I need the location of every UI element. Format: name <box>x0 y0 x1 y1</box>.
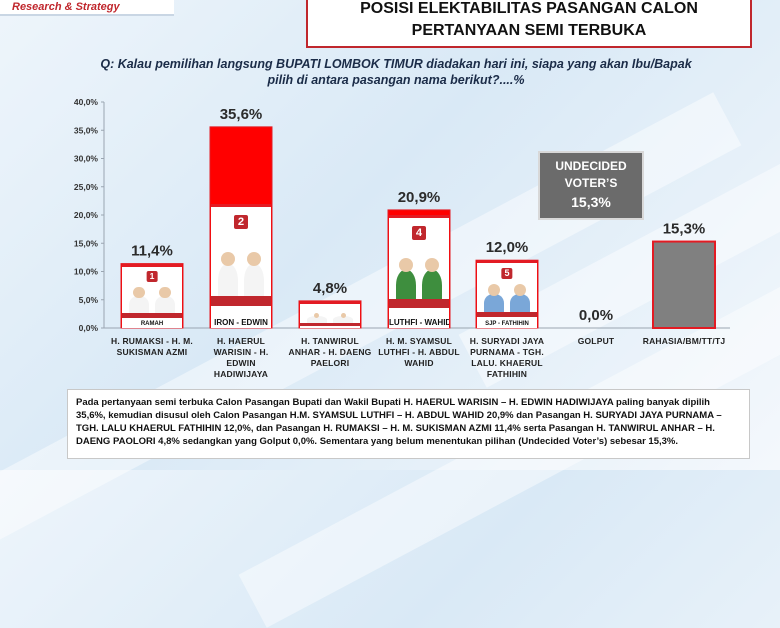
y-tick-label: 35,0% <box>74 125 99 135</box>
candidate-figure <box>483 294 504 315</box>
summary-text: Pada pertanyaan semi terbuka Calon Pasan… <box>67 389 750 459</box>
photo-name-band <box>122 312 182 319</box>
photo-caption: RAMAH <box>140 320 164 327</box>
candidate-number-badge: 5 <box>501 267 513 279</box>
y-tick-label: 25,0% <box>74 182 99 192</box>
candidate-head <box>220 252 235 267</box>
candidate-head <box>487 284 500 297</box>
candidate-photo-3 <box>300 300 360 328</box>
undecided-value: 15,3% <box>571 194 611 210</box>
value-label-1: 11,4% <box>131 243 173 260</box>
y-tick-label: 10,0% <box>74 267 99 277</box>
category-label-4: H. M. SYAMSUL LUTHFI - H. ABDUL WAHID <box>378 336 460 368</box>
candidate-head <box>398 257 413 272</box>
candidate-figure <box>244 264 265 302</box>
candidate-head <box>340 313 346 319</box>
category-label-1: H. RUMAKSI - H. M. SUKISMAN AZMI <box>111 336 193 357</box>
y-tick-label: 20,0% <box>74 210 99 220</box>
photo-caption: LUTHFI - WAHID <box>389 318 449 327</box>
value-label-5: 12,0% <box>486 239 529 256</box>
candidate-figure <box>422 269 443 304</box>
value-label-6: 0,0% <box>579 307 613 324</box>
title-line-1: POSISI ELEKTABILITAS PASANGAN CALON <box>360 0 698 17</box>
y-tick-label: 40,0% <box>74 97 99 107</box>
category-label-5: H. SURYADI JAYA PURNAMA - TGH. LALU. KHA… <box>469 336 545 379</box>
photo-caption: IRON - EDWIN <box>214 318 268 327</box>
photo-name-band <box>477 312 537 318</box>
undecided-line-1: UNDECIDED <box>555 159 627 173</box>
value-label-2: 35,6% <box>220 106 263 123</box>
category-label-2: H. HAERUL WARISIN - H. EDWIN HADIWIJAYA <box>213 336 269 379</box>
candidate-head <box>247 252 262 267</box>
photo-name-band <box>211 296 271 307</box>
undecided-voters-box: UNDECIDED VOTER’S 15,3% <box>538 151 644 220</box>
candidate-figure <box>395 269 416 304</box>
brand-tagline: Research & Strategy <box>12 1 120 13</box>
candidate-figure <box>128 296 149 316</box>
candidate-figure <box>155 296 176 316</box>
brand-logo: Research & Strategy <box>0 0 174 16</box>
category-label-6: GOLPUT <box>577 336 615 346</box>
candidate-figure <box>217 264 238 302</box>
title-box: POSISI ELEKTABILITAS PASANGAN CALON PERT… <box>306 0 752 48</box>
photo-name-band <box>300 323 360 326</box>
candidate-photo-4: 4 LUTHFI - WAHID <box>389 215 449 328</box>
candidate-photo-5: 5 SJP - FATHIHIN <box>477 260 537 328</box>
survey-question: Q: Kalau pemilihan langsung BUPATI LOMBO… <box>100 57 692 87</box>
candidate-photo-2: 2 IRON - EDWIN <box>211 204 271 328</box>
undecided-line-2: VOTER’S <box>564 176 618 190</box>
candidate-head <box>159 286 171 299</box>
candidate-head <box>514 284 527 297</box>
category-label-3: H. TANWIRUL ANHAR - H. DAENG PAELORI <box>288 336 372 368</box>
photo-caption: SJP - FATHIHIN <box>485 320 529 327</box>
candidate-figure <box>333 316 354 325</box>
category-label-7: RAHASIA/BM/TT/TJ <box>642 336 726 346</box>
y-tick-label: 0,0% <box>79 323 99 333</box>
candidate-figure <box>306 316 327 325</box>
value-label-7: 15,3% <box>663 221 706 238</box>
photo-name-band <box>389 299 449 309</box>
title-line-2: PERTANYAAN SEMI TERBUKA <box>411 22 647 39</box>
y-tick-label: 15,0% <box>74 238 99 248</box>
candidate-figure <box>510 294 531 315</box>
candidate-number-badge: 2 <box>234 215 248 230</box>
value-label-3: 4,8% <box>313 280 347 297</box>
candidate-head <box>133 286 145 299</box>
value-label-4: 20,9% <box>398 189 441 206</box>
candidate-head <box>314 313 320 319</box>
candidate-number-badge: 1 <box>146 270 158 282</box>
y-tick-label: 30,0% <box>74 154 99 164</box>
y-tick-label: 5,0% <box>79 295 99 305</box>
candidate-number-badge: 4 <box>412 225 426 240</box>
bar-7 <box>652 240 716 329</box>
candidate-head <box>425 257 440 272</box>
candidate-photo-1: 1 RAMAH <box>122 263 182 328</box>
